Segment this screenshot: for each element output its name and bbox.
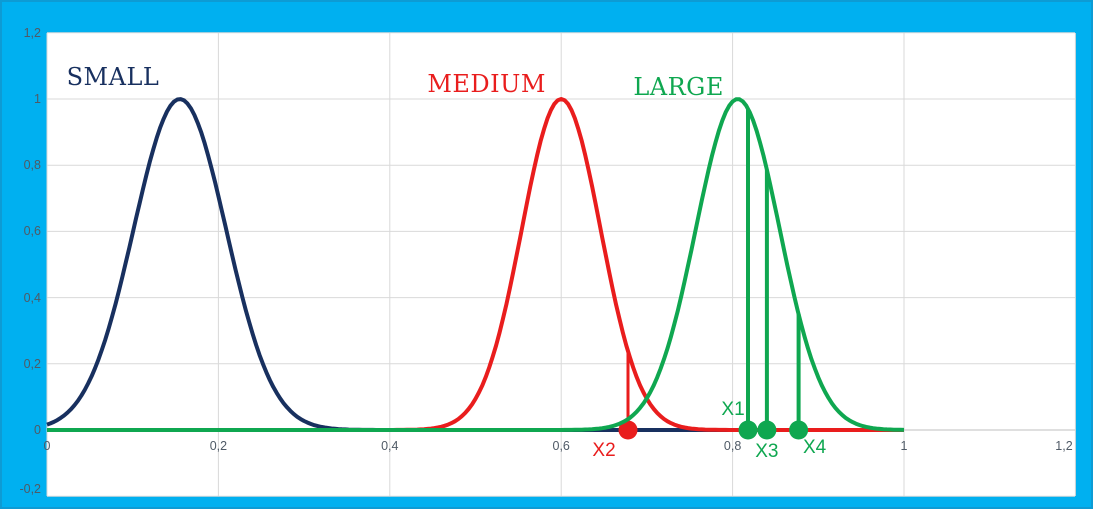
marker-dot-x2 bbox=[618, 420, 638, 440]
marker-dot-x3 bbox=[757, 420, 777, 440]
marker-dot-x4 bbox=[789, 420, 809, 440]
marker-dot-x1 bbox=[738, 420, 758, 440]
curve-large bbox=[47, 97, 905, 432]
